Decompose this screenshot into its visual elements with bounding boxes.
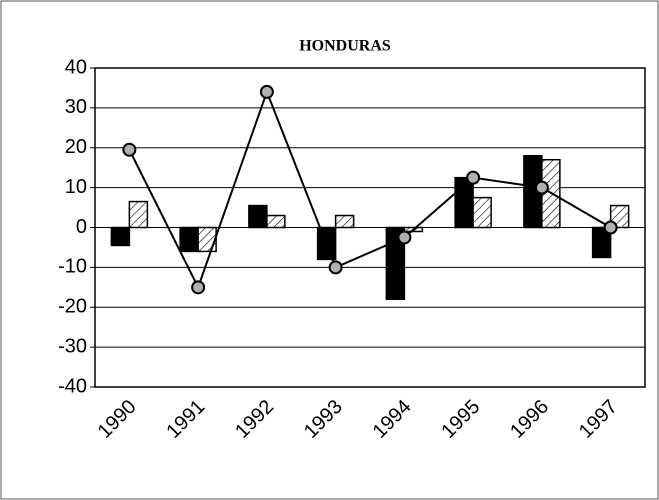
y-tick-label: -30 (58, 335, 87, 357)
y-tick-label: -40 (58, 375, 87, 397)
y-tick-label: 10 (65, 176, 87, 198)
bar (266, 214, 286, 229)
line-marker (122, 142, 137, 157)
bar (248, 204, 268, 229)
y-tick-label: 30 (65, 96, 87, 118)
y-tick-label: 20 (65, 136, 87, 158)
bar (179, 226, 199, 253)
bar (334, 214, 355, 229)
plot-border (94, 67, 646, 388)
y-tick-label: -10 (58, 256, 87, 278)
bar (591, 226, 612, 259)
y-tick-label: 0 (76, 216, 87, 238)
bar (472, 196, 492, 229)
line (128, 89, 612, 290)
line-marker (259, 84, 274, 99)
line-marker (191, 280, 206, 295)
bar (128, 200, 149, 229)
y-tick-label: -20 (58, 296, 87, 318)
bar (385, 226, 406, 301)
line-marker (328, 260, 343, 275)
bar (609, 204, 630, 229)
bar (197, 226, 217, 253)
line-marker (466, 170, 481, 185)
chart-title: HONDURAS (299, 38, 391, 55)
y-tick-label: 40 (65, 56, 87, 78)
line-marker (397, 230, 412, 245)
line-marker (534, 180, 549, 195)
line-marker (603, 220, 618, 235)
bar (110, 226, 131, 247)
